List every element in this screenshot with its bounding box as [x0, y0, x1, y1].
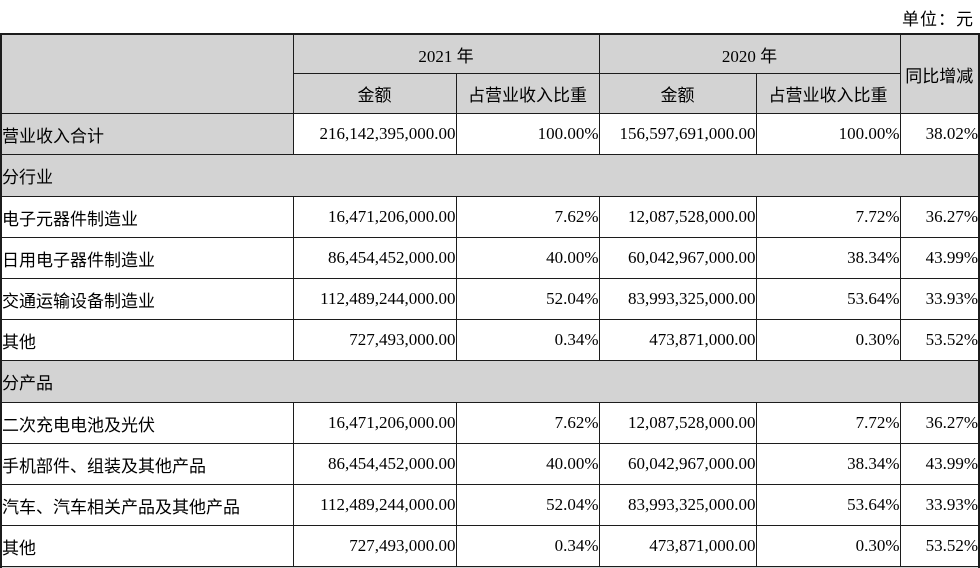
- section-label: 分行业: [0, 154, 980, 197]
- table-row: 电子元器件制造业 16,471,206,000.00 7.62% 12,087,…: [0, 196, 980, 238]
- share-2021-value: 52.04%: [455, 484, 600, 526]
- amount-2021-value: 727,493,000.00: [292, 525, 457, 567]
- corner-blank-cell: [0, 33, 294, 114]
- share-2020-value: 0.30%: [755, 319, 901, 361]
- amount-2021-value: 86,454,452,000.00: [292, 443, 457, 485]
- yoy-value: 53.52%: [899, 319, 980, 361]
- amount-2021-header: 金额: [292, 73, 457, 114]
- table-row: 交通运输设备制造业 112,489,244,000.00 52.04% 83,9…: [0, 278, 980, 320]
- year-2020-header: 2020 年: [598, 33, 901, 74]
- amount-2020-value: 60,042,967,000.00: [598, 237, 757, 279]
- amount-2021-value: 86,454,452,000.00: [292, 237, 457, 279]
- share-2021-value: 7.62%: [455, 402, 600, 444]
- yoy-header: 同比增减: [899, 33, 980, 114]
- yoy-value: 33.93%: [899, 278, 980, 320]
- share-2020-value: 7.72%: [755, 402, 901, 444]
- share-2020-header: 占营业收入比重: [755, 73, 901, 114]
- share-2020-value: 100.00%: [755, 113, 901, 155]
- yoy-value: 38.02%: [899, 113, 980, 155]
- share-2020-value: 7.72%: [755, 196, 901, 238]
- yoy-value: 36.27%: [899, 402, 980, 444]
- share-2021-value: 0.34%: [455, 525, 600, 567]
- share-2020-value: 53.64%: [755, 278, 901, 320]
- section-row-by-product: 分产品: [0, 360, 980, 403]
- share-2021-value: 0.34%: [455, 319, 600, 361]
- header-row-metrics: 金额 占营业收入比重 金额 占营业收入比重: [1, 73, 979, 114]
- row-label: 营业收入合计: [0, 113, 294, 155]
- amount-2020-value: 12,087,528,000.00: [598, 196, 757, 238]
- yoy-value: 36.27%: [899, 196, 980, 238]
- amount-2020-value: 473,871,000.00: [598, 319, 757, 361]
- amount-2021-value: 16,471,206,000.00: [292, 196, 457, 238]
- share-2021-value: 40.00%: [455, 237, 600, 279]
- row-label: 汽车、汽车相关产品及其他产品: [0, 484, 294, 526]
- amount-2020-value: 473,871,000.00: [598, 525, 757, 567]
- amount-2021-value: 727,493,000.00: [292, 319, 457, 361]
- amount-2020-header: 金额: [598, 73, 757, 114]
- section-row-by-industry: 分行业: [0, 154, 980, 197]
- amount-2021-value: 112,489,244,000.00: [292, 484, 457, 526]
- table-row: 手机部件、组装及其他产品 86,454,452,000.00 40.00% 60…: [0, 443, 980, 485]
- table-row: 日用电子器件制造业 86,454,452,000.00 40.00% 60,04…: [0, 237, 980, 279]
- revenue-total-row: 营业收入合计 216,142,395,000.00 100.00% 156,59…: [0, 113, 980, 155]
- table-row: 二次充电电池及光伏 16,471,206,000.00 7.62% 12,087…: [0, 402, 980, 444]
- yoy-value: 33.93%: [899, 484, 980, 526]
- row-label: 其他: [0, 319, 294, 361]
- row-label: 二次充电电池及光伏: [0, 402, 294, 444]
- header-row-years: 2021 年 2020 年 同比增减: [0, 33, 980, 114]
- share-2020-value: 0.30%: [755, 525, 901, 567]
- amount-2020-value: 83,993,325,000.00: [598, 484, 757, 526]
- share-2021-value: 100.00%: [455, 113, 600, 155]
- amount-2020-value: 156,597,691,000.00: [598, 113, 757, 155]
- share-2020-value: 53.64%: [755, 484, 901, 526]
- revenue-breakdown-table: 2021 年 2020 年 同比增减 金额 占营业收入比重 金额 占营业收入比重…: [0, 33, 980, 568]
- row-label: 交通运输设备制造业: [0, 278, 294, 320]
- partial-section-cell: [0, 566, 980, 568]
- row-label: 其他: [0, 525, 294, 567]
- yoy-value: 53.52%: [899, 525, 980, 567]
- year-2021-header: 2021 年: [292, 33, 600, 74]
- table-row: 其他 727,493,000.00 0.34% 473,871,000.00 0…: [0, 525, 980, 567]
- share-2021-header: 占营业收入比重: [455, 73, 600, 114]
- row-label: 日用电子器件制造业: [0, 237, 294, 279]
- share-2021-value: 7.62%: [455, 196, 600, 238]
- row-label: 电子元器件制造业: [0, 196, 294, 238]
- amount-2021-value: 216,142,395,000.00: [292, 113, 457, 155]
- amount-2021-value: 16,471,206,000.00: [292, 402, 457, 444]
- unit-label: 单位：元: [902, 10, 974, 29]
- amount-2020-value: 83,993,325,000.00: [598, 278, 757, 320]
- share-2020-value: 38.34%: [755, 443, 901, 485]
- amount-2021-value: 112,489,244,000.00: [292, 278, 457, 320]
- share-2020-value: 38.34%: [755, 237, 901, 279]
- partial-next-section-row: [0, 566, 980, 568]
- amount-2020-value: 12,087,528,000.00: [598, 402, 757, 444]
- table-row: 汽车、汽车相关产品及其他产品 112,489,244,000.00 52.04%…: [0, 484, 980, 526]
- share-2021-value: 52.04%: [455, 278, 600, 320]
- section-label: 分产品: [0, 360, 980, 403]
- share-2021-value: 40.00%: [455, 443, 600, 485]
- row-label: 手机部件、组装及其他产品: [0, 443, 294, 485]
- yoy-value: 43.99%: [899, 443, 980, 485]
- table-row: 其他 727,493,000.00 0.34% 473,871,000.00 0…: [0, 319, 980, 361]
- amount-2020-value: 60,042,967,000.00: [598, 443, 757, 485]
- yoy-value: 43.99%: [899, 237, 980, 279]
